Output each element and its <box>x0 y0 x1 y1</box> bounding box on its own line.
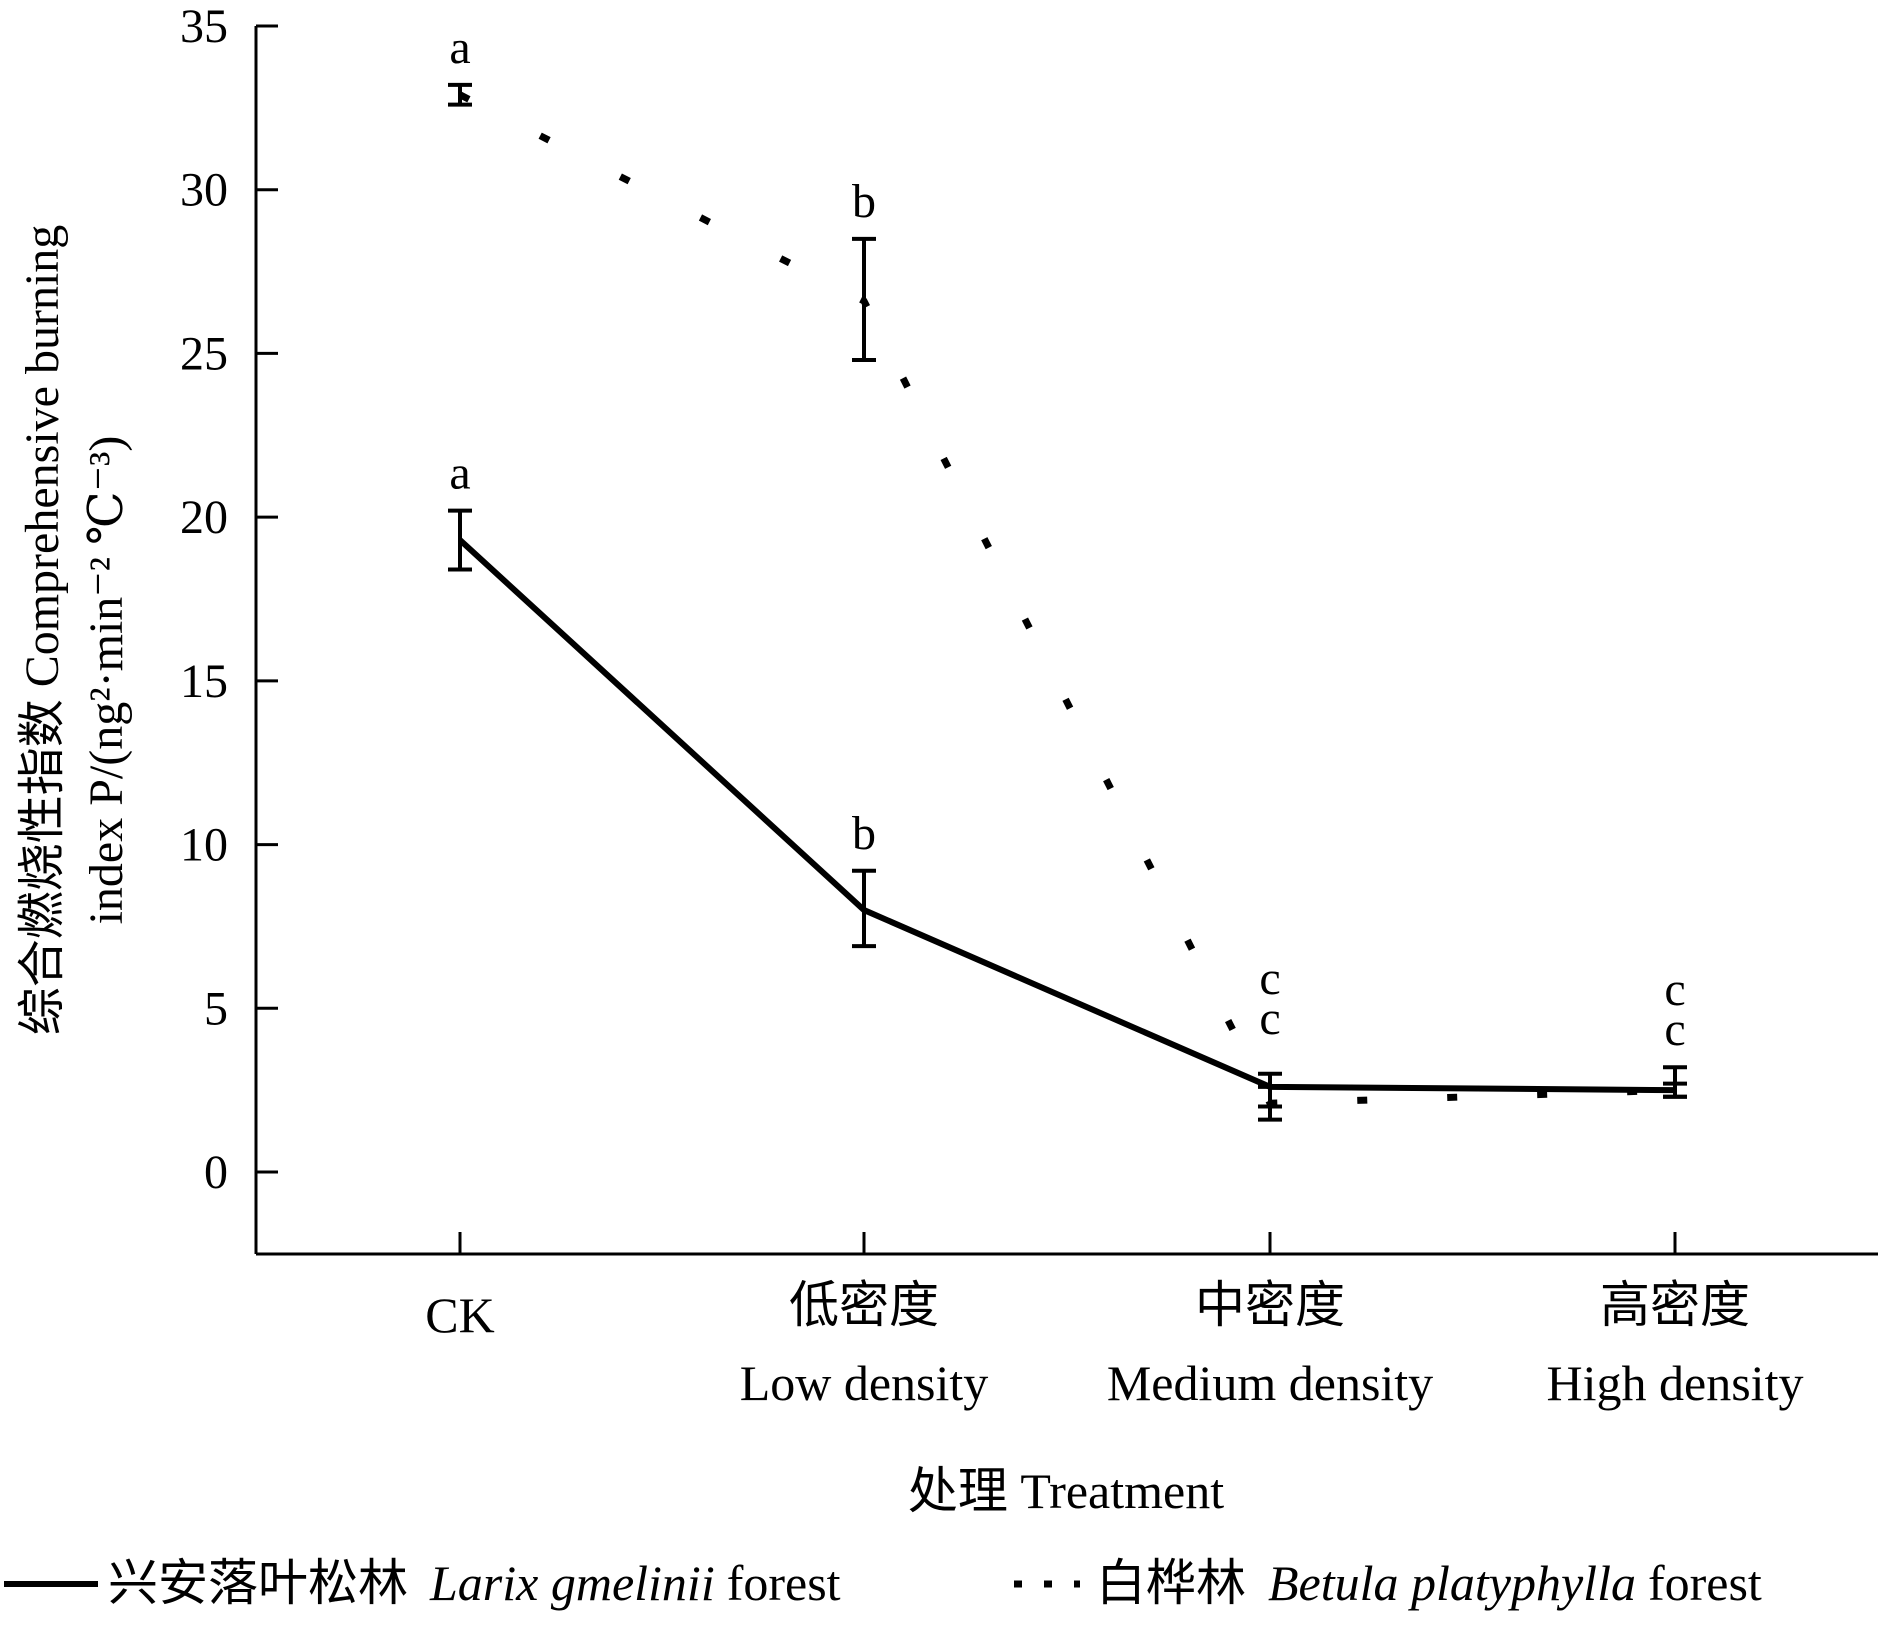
axes: 0 5 10 15 20 25 30 35 CK 低密度 Low density 中密度 Medium … <box>180 0 1878 1411</box>
legend-label-betula: 白桦林 Betula platyphylla forest <box>1096 1555 1762 1611</box>
x-tick-label-zh: 高密度 <box>1600 1277 1750 1333</box>
series-line-betula <box>458 91 1676 1107</box>
significance-letter: c <box>1259 952 1280 1005</box>
significance-letter: c <box>1664 1003 1685 1056</box>
significance-letter: b <box>852 175 876 228</box>
x-tick-label-zh: 低密度 <box>789 1277 939 1333</box>
y-tick-label: 10 <box>180 819 228 872</box>
x-tick-label-zh: 中密度 <box>1195 1277 1345 1333</box>
y-tick-label: 20 <box>180 491 228 544</box>
y-tick-label: 25 <box>180 327 228 380</box>
significance-letter: a <box>449 21 470 74</box>
series-line-larix <box>457 537 1676 1094</box>
y-axis-label-line2: index P/(ng²·min⁻² ℃⁻³) <box>80 436 133 925</box>
y-tick-label: 15 <box>180 655 228 708</box>
x-tick-label-en: Medium density <box>1107 1355 1433 1411</box>
error-bar <box>1663 1081 1687 1099</box>
error-bar <box>448 508 472 572</box>
x-tick-label-en: Low density <box>740 1355 989 1411</box>
legend: 兴安落叶松林 Larix gmelinii forest 白桦林 Betula pla… <box>4 1555 1762 1611</box>
error-bar <box>1258 1084 1282 1122</box>
significance-letter: b <box>852 807 876 860</box>
significance-letter: c <box>1664 963 1685 1016</box>
error-bar <box>852 236 876 362</box>
x-tick-label-en: CK <box>425 1287 494 1343</box>
y-tick-label: 30 <box>180 164 228 217</box>
y-tick-label: 0 <box>204 1146 228 1199</box>
error-bar <box>852 868 876 949</box>
y-tick-label: 35 <box>180 0 228 53</box>
y-axis-label-line1: 综合燃烧性指数 Comprehensive burning <box>16 225 69 1036</box>
significance-letter: c <box>1259 992 1280 1045</box>
error-bar <box>448 82 472 107</box>
significance-letter: a <box>449 447 470 500</box>
legend-label-larix: 兴安落叶松林 Larix gmelinii forest <box>108 1555 841 1611</box>
y-tick-label: 5 <box>204 982 228 1035</box>
x-tick-label-en: High density <box>1547 1355 1804 1411</box>
x-axis-label: 处理 Treatment <box>908 1463 1224 1519</box>
